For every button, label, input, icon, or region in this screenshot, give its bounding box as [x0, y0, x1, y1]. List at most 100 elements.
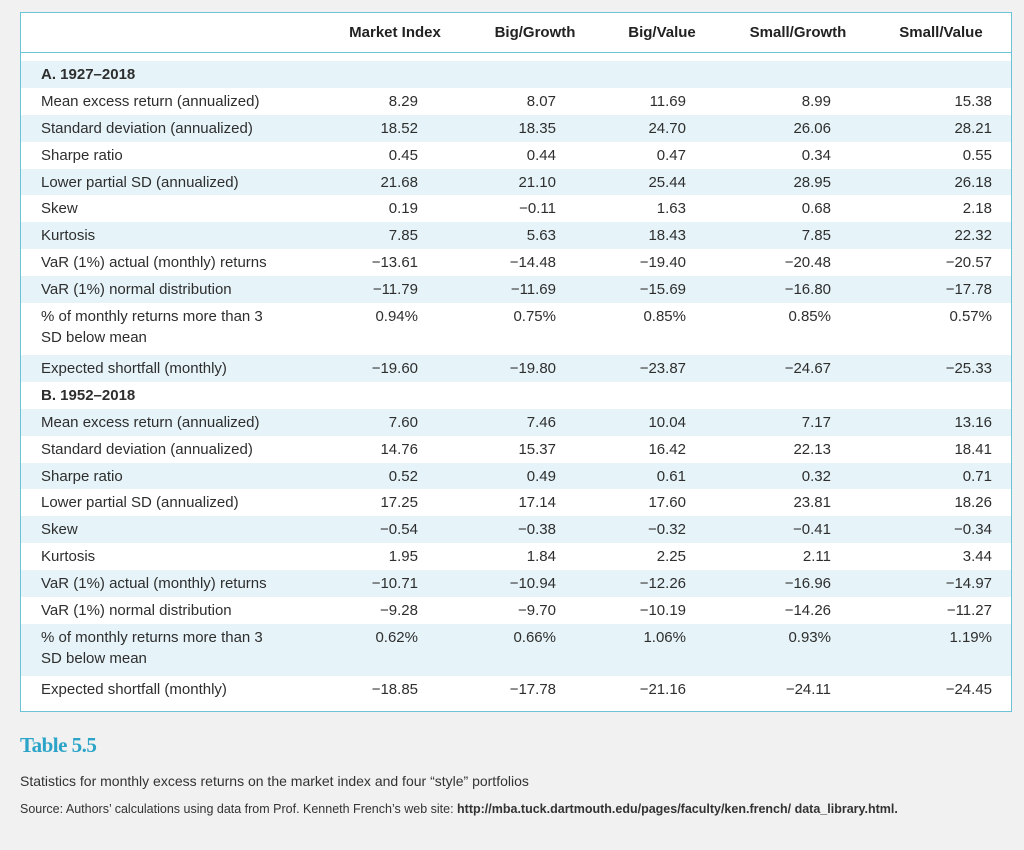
cell-value: −9.28 [380, 602, 418, 620]
cell-value: 0.66% [513, 628, 556, 646]
table-row: Expected shortfall (monthly) −18.85 −17.78… [21, 676, 1011, 703]
cell-value: 0.34 [801, 146, 831, 164]
cell-value: 2.25 [656, 548, 686, 566]
table-description: Statistics for monthly excess returns on… [20, 773, 529, 789]
cell-value: −0.41 [793, 521, 831, 539]
cell-value: 7.85 [801, 227, 831, 245]
section-title: A. 1927–2018 [41, 66, 136, 83]
cell-value: 26.06 [793, 119, 831, 137]
cell-value: 21.10 [518, 173, 556, 191]
cell-value: −14.48 [509, 254, 556, 272]
cell-value: 3.44 [962, 548, 992, 566]
cell-value: 21.68 [380, 173, 418, 191]
cell-value: −23.87 [639, 360, 686, 378]
cell-value: 26.18 [954, 173, 992, 191]
cell-value: 0.93% [788, 628, 831, 646]
cell-value: 1.19% [949, 628, 992, 646]
cell-value: 1.06% [643, 628, 686, 646]
table-row: Sharpe ratio 0.52 0.49 0.61 0.32 0.71 [21, 462, 1011, 490]
cell-value: −15.69 [639, 281, 686, 299]
cell-value: 17.25 [380, 494, 418, 512]
cell-value: 22.13 [793, 440, 831, 458]
cell-value: 0.61 [656, 467, 686, 485]
cell-value: 8.07 [526, 92, 556, 110]
cell-value: −17.78 [509, 680, 556, 698]
cell-value: 17.60 [648, 494, 686, 512]
cell-value: 1.95 [388, 548, 418, 566]
row-label: % of monthly returns more than 3 SD below… [41, 628, 263, 667]
row-label: VaR (1%) normal distribution [41, 281, 232, 299]
table-row: Mean excess return (annualized) 8.29 8.07 1… [21, 88, 1011, 115]
table-row: Standard deviation (annualized) 14.76 15.3… [21, 436, 1011, 463]
cell-value: −19.40 [639, 254, 686, 272]
cell-value: −20.48 [784, 254, 831, 272]
row-label: Sharpe ratio [41, 146, 123, 164]
cell-value: 0.47 [656, 146, 686, 164]
cell-value: −13.61 [371, 254, 418, 272]
row-label: % of monthly returns more than 3 SD below… [41, 308, 263, 347]
cell-value: −11.27 [946, 602, 992, 620]
cell-value: 8.99 [801, 92, 831, 110]
row-label: Skew [41, 200, 78, 218]
cell-value: 17.14 [518, 494, 556, 512]
cell-value: 0.85% [788, 308, 831, 326]
cell-value: 28.21 [954, 119, 992, 137]
column-header: Small/Growth [749, 24, 847, 41]
cell-value: −19.80 [509, 360, 556, 378]
table-row: Lower partial SD (annualized) 21.68 21.10 2… [21, 168, 1011, 196]
table-row: VaR (1%) normal distribution −11.79 −11.69… [21, 276, 1011, 304]
source-url: http://mba.tuck.dartmouth.edu/pages/facu… [457, 802, 898, 816]
cell-value: −0.11 [519, 200, 556, 218]
cell-value: 18.26 [954, 494, 992, 512]
cell-value: −17.78 [945, 281, 992, 299]
table-body: A. 1927–2018 Mean excess return (annualiz… [21, 53, 1011, 703]
cell-value: −19.60 [371, 360, 418, 378]
cell-value: 11.69 [649, 92, 686, 110]
cell-value: 0.49 [526, 467, 556, 485]
table-row: % of monthly returns more than 3 SD below… [21, 303, 1011, 355]
cell-value: −20.57 [945, 254, 992, 272]
table-row: VaR (1%) actual (monthly) returns −10.71 −… [21, 570, 1011, 598]
table-row: Skew −0.54 −0.38 −0.32 −0.41 −0.34 [21, 516, 1011, 544]
cell-value: 25.44 [648, 173, 686, 191]
cell-value: 14.76 [380, 440, 418, 458]
statistics-table: Market Index Big/Growth Big/Value Small/… [20, 12, 1012, 712]
cell-value: −21.16 [639, 680, 686, 698]
cell-value: 23.81 [793, 494, 831, 512]
row-label: Lower partial SD (annualized) [41, 173, 239, 191]
cell-value: 2.18 [962, 200, 992, 218]
table-row: Standard deviation (annualized) 18.52 18.3… [21, 114, 1011, 142]
cell-value: 18.35 [518, 119, 556, 137]
cell-value: −0.54 [380, 521, 418, 539]
cell-value: −16.80 [784, 281, 831, 299]
row-label: Lower partial SD (annualized) [41, 494, 239, 512]
cell-value: −11.79 [372, 281, 418, 299]
cell-value: 0.55 [962, 146, 992, 164]
cell-value: 22.32 [954, 227, 992, 245]
cell-value: −14.97 [945, 575, 992, 593]
cell-value: −10.94 [509, 575, 556, 593]
cell-value: 0.68 [801, 200, 831, 218]
row-label: Skew [41, 521, 78, 539]
cell-value: 0.19 [388, 200, 418, 218]
cell-value: 8.29 [388, 92, 418, 110]
column-header: Small/Value [899, 24, 983, 41]
cell-value: −11.69 [510, 281, 556, 299]
cell-value: 7.17 [801, 413, 831, 431]
cell-value: −0.32 [648, 521, 686, 539]
table-caption-title: Table 5.5 [20, 733, 97, 757]
section-title: B. 1952–2018 [41, 386, 136, 404]
cell-value: 10.04 [648, 413, 686, 431]
cell-value: −0.34 [954, 521, 992, 539]
row-label: VaR (1%) normal distribution [41, 602, 232, 620]
table-row: Kurtosis 7.85 5.63 18.43 7.85 22.32 [21, 222, 1011, 250]
row-label: Kurtosis [41, 227, 96, 245]
row-label: Kurtosis [41, 548, 96, 566]
cell-value: 1.63 [656, 200, 686, 218]
cell-value: −18.85 [371, 680, 418, 698]
cell-value: 28.95 [793, 173, 831, 191]
cell-value: 1.84 [526, 548, 556, 566]
table-row: VaR (1%) normal distribution −9.28 −9.70 −1… [21, 597, 1011, 624]
table-row: Kurtosis 1.95 1.84 2.25 2.11 3.44 [21, 543, 1011, 570]
cell-value: 7.60 [388, 413, 418, 431]
